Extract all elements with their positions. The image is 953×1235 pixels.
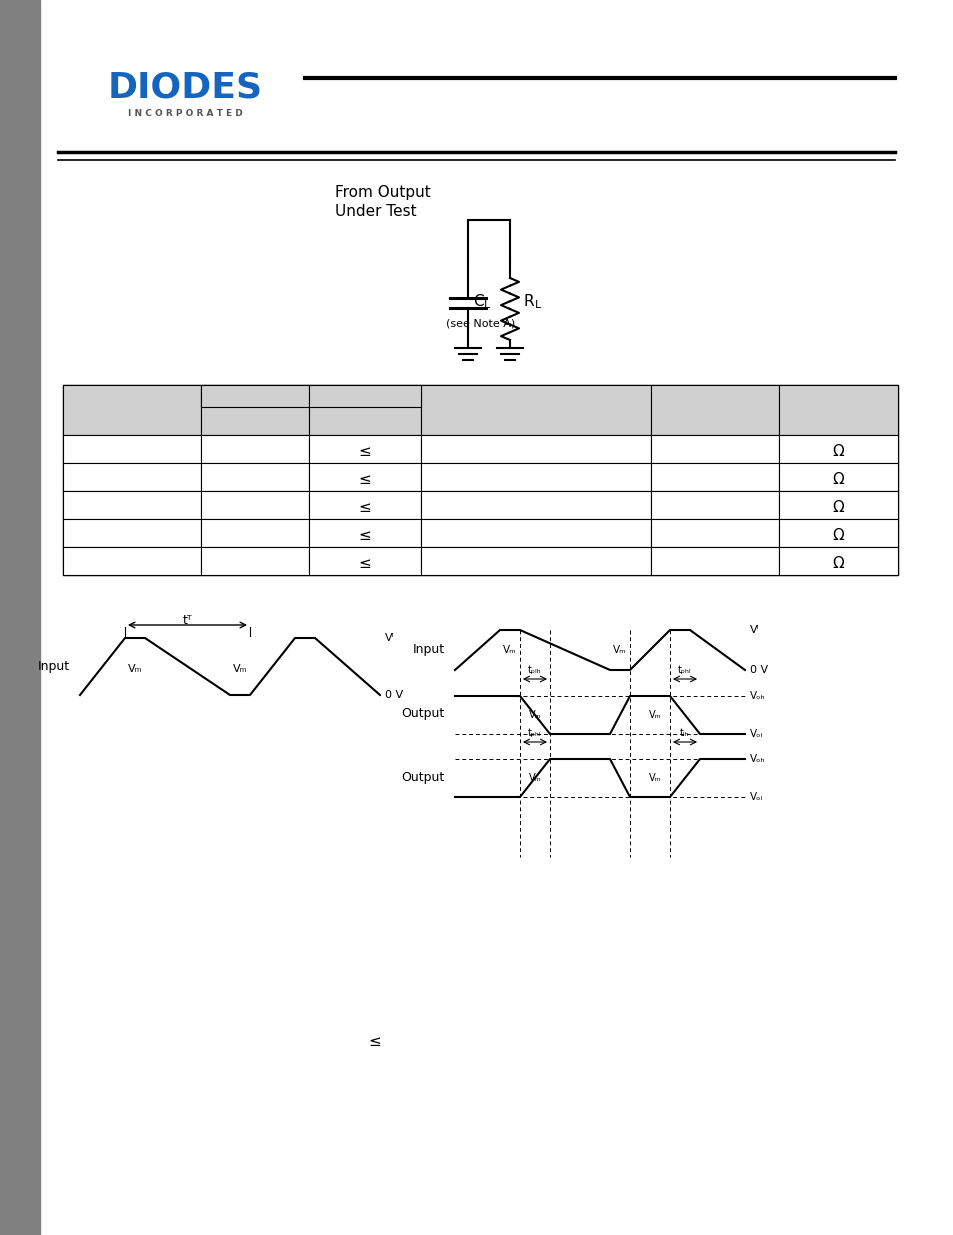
Bar	[420, 463, 650, 492]
Text: tₚₕₗ: tₚₕₗ	[528, 727, 541, 739]
Text: L: L	[535, 300, 540, 310]
Bar	[650, 519, 779, 547]
Bar	[420, 519, 650, 547]
Bar	[309, 492, 420, 519]
Text: Vₒₗ: Vₒₗ	[749, 792, 762, 802]
Text: Vᴵ: Vᴵ	[385, 634, 395, 643]
Text: ≤: ≤	[368, 1035, 381, 1050]
Text: Vₘ: Vₘ	[648, 710, 660, 720]
Bar	[779, 492, 897, 519]
Text: Output: Output	[401, 708, 444, 720]
Text: ≤: ≤	[358, 499, 371, 515]
Text: Ω: Ω	[832, 556, 843, 571]
Bar	[779, 519, 897, 547]
Text: 0 V: 0 V	[385, 690, 403, 700]
Text: Vₘ: Vₘ	[528, 773, 540, 783]
Text: Ω: Ω	[832, 472, 843, 487]
Bar	[779, 547, 897, 576]
Text: Output: Output	[401, 771, 444, 783]
Text: Ω: Ω	[832, 499, 843, 515]
Bar	[309, 385, 420, 435]
Bar	[201, 547, 309, 576]
Text: Vᴵ: Vᴵ	[749, 625, 759, 635]
Bar	[650, 547, 779, 576]
Text: R: R	[523, 294, 534, 310]
Bar	[63, 463, 201, 492]
Text: 0 V: 0 V	[749, 664, 767, 676]
Text: tₚₕₗ: tₚₕₗ	[678, 664, 691, 676]
Text: (see Note A): (see Note A)	[446, 317, 515, 329]
Text: Vₘ: Vₘ	[613, 645, 626, 655]
Text: Ω: Ω	[832, 443, 843, 458]
Bar	[201, 385, 309, 435]
Bar	[420, 435, 650, 463]
Text: tₚₗₕ: tₚₗₕ	[528, 664, 541, 676]
Text: Under Test: Under Test	[335, 205, 416, 220]
Text: ≤: ≤	[358, 527, 371, 542]
Bar	[779, 463, 897, 492]
Bar	[309, 547, 420, 576]
Bar	[0, 0, 40, 1235]
Text: Vₒₕ: Vₒₕ	[749, 755, 765, 764]
Text: ≤: ≤	[358, 472, 371, 487]
Bar	[201, 463, 309, 492]
Text: Input: Input	[38, 659, 70, 673]
Text: I N C O R P O R A T E D: I N C O R P O R A T E D	[128, 109, 242, 117]
Bar	[63, 385, 201, 435]
Bar	[201, 492, 309, 519]
Text: Vₘ: Vₘ	[233, 664, 247, 674]
Bar	[63, 547, 201, 576]
Text: tₗₕ: tₗₕ	[679, 727, 689, 739]
Bar	[650, 463, 779, 492]
Bar	[779, 435, 897, 463]
Bar	[650, 435, 779, 463]
Text: Vₘ: Vₘ	[503, 645, 517, 655]
Bar	[309, 435, 420, 463]
Bar	[201, 435, 309, 463]
Bar	[420, 547, 650, 576]
Bar	[309, 463, 420, 492]
Bar	[201, 385, 309, 408]
Text: L: L	[483, 300, 490, 310]
Text: DIODES: DIODES	[108, 70, 262, 105]
Text: ≤: ≤	[358, 556, 371, 571]
Bar	[201, 519, 309, 547]
Bar	[650, 385, 779, 435]
Bar	[309, 385, 420, 408]
Bar	[420, 492, 650, 519]
Text: Input: Input	[413, 643, 444, 657]
Text: From Output: From Output	[335, 185, 431, 200]
Text: C: C	[473, 294, 483, 310]
Text: Ω: Ω	[832, 527, 843, 542]
Text: Vₒₗ: Vₒₗ	[749, 729, 762, 739]
Bar	[779, 385, 897, 435]
Bar	[650, 492, 779, 519]
Text: Vₘ: Vₘ	[528, 710, 540, 720]
Text: tᵀ: tᵀ	[182, 614, 193, 626]
Bar	[63, 385, 897, 576]
Bar	[63, 435, 201, 463]
Bar	[309, 519, 420, 547]
Text: ≤: ≤	[358, 443, 371, 458]
Text: Vₘ: Vₘ	[648, 773, 660, 783]
Bar	[420, 385, 650, 435]
Text: Vₘ: Vₘ	[128, 664, 142, 674]
Bar	[63, 492, 201, 519]
Text: Vₒₕ: Vₒₕ	[749, 692, 765, 701]
Bar	[63, 519, 201, 547]
